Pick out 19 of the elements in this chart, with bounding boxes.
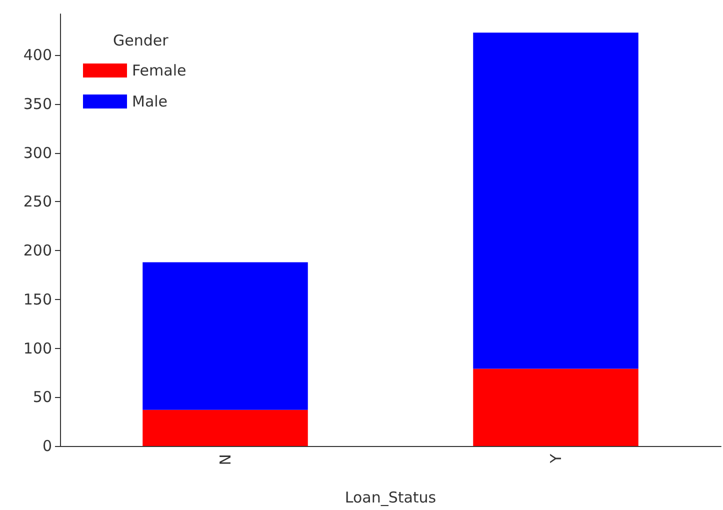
- bar: [142, 262, 308, 410]
- bar: [473, 368, 638, 446]
- bar: [473, 32, 638, 369]
- y-tick-label: 100: [23, 339, 52, 358]
- y-tick-label: 300: [23, 144, 52, 162]
- y-tick-label: 250: [23, 192, 52, 211]
- legend-label: Female: [132, 62, 186, 80]
- y-tick-label: 200: [23, 242, 52, 260]
- x-tick-label: N: [216, 454, 234, 466]
- legend-label: Male: [132, 92, 168, 110]
- y-tick-label: 400: [23, 46, 52, 64]
- legend-title: Gender: [113, 32, 170, 50]
- y-tick-label: 150: [23, 290, 52, 308]
- y-tick-label: 50: [32, 388, 52, 406]
- y-tick-label: 350: [23, 94, 52, 113]
- x-tick-label: Y: [546, 453, 565, 464]
- x-axis-title: Loan_Status: [344, 488, 436, 506]
- y-tick-label: 0: [42, 437, 52, 455]
- bar: [142, 410, 308, 446]
